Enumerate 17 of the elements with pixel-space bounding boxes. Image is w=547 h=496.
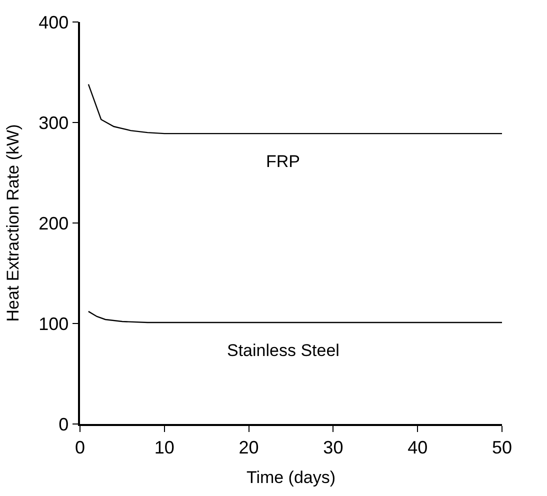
x-tick-label: 50 bbox=[492, 437, 512, 458]
y-tick-label: 100 bbox=[38, 314, 69, 334]
line-series bbox=[88, 84, 502, 134]
y-tick-label: 400 bbox=[38, 12, 69, 32]
x-axis-title: Time (days) bbox=[246, 468, 336, 488]
x-tick-label: 40 bbox=[408, 437, 428, 458]
x-tick-label: 30 bbox=[323, 437, 344, 458]
y-tick-label: 200 bbox=[38, 213, 69, 234]
x-tick-label: 20 bbox=[238, 437, 259, 458]
series-label: Stainless Steel bbox=[227, 341, 340, 360]
y-axis-title: Heat Extraction Rate (kW) bbox=[4, 124, 23, 322]
x-tick-label: 10 bbox=[154, 437, 174, 458]
x-tick-label: 0 bbox=[74, 437, 86, 458]
y-tick-label: 300 bbox=[38, 112, 69, 133]
line-series bbox=[88, 310, 502, 324]
series-label: FRP bbox=[266, 152, 300, 171]
y-tick-label: 0 bbox=[58, 414, 69, 434]
